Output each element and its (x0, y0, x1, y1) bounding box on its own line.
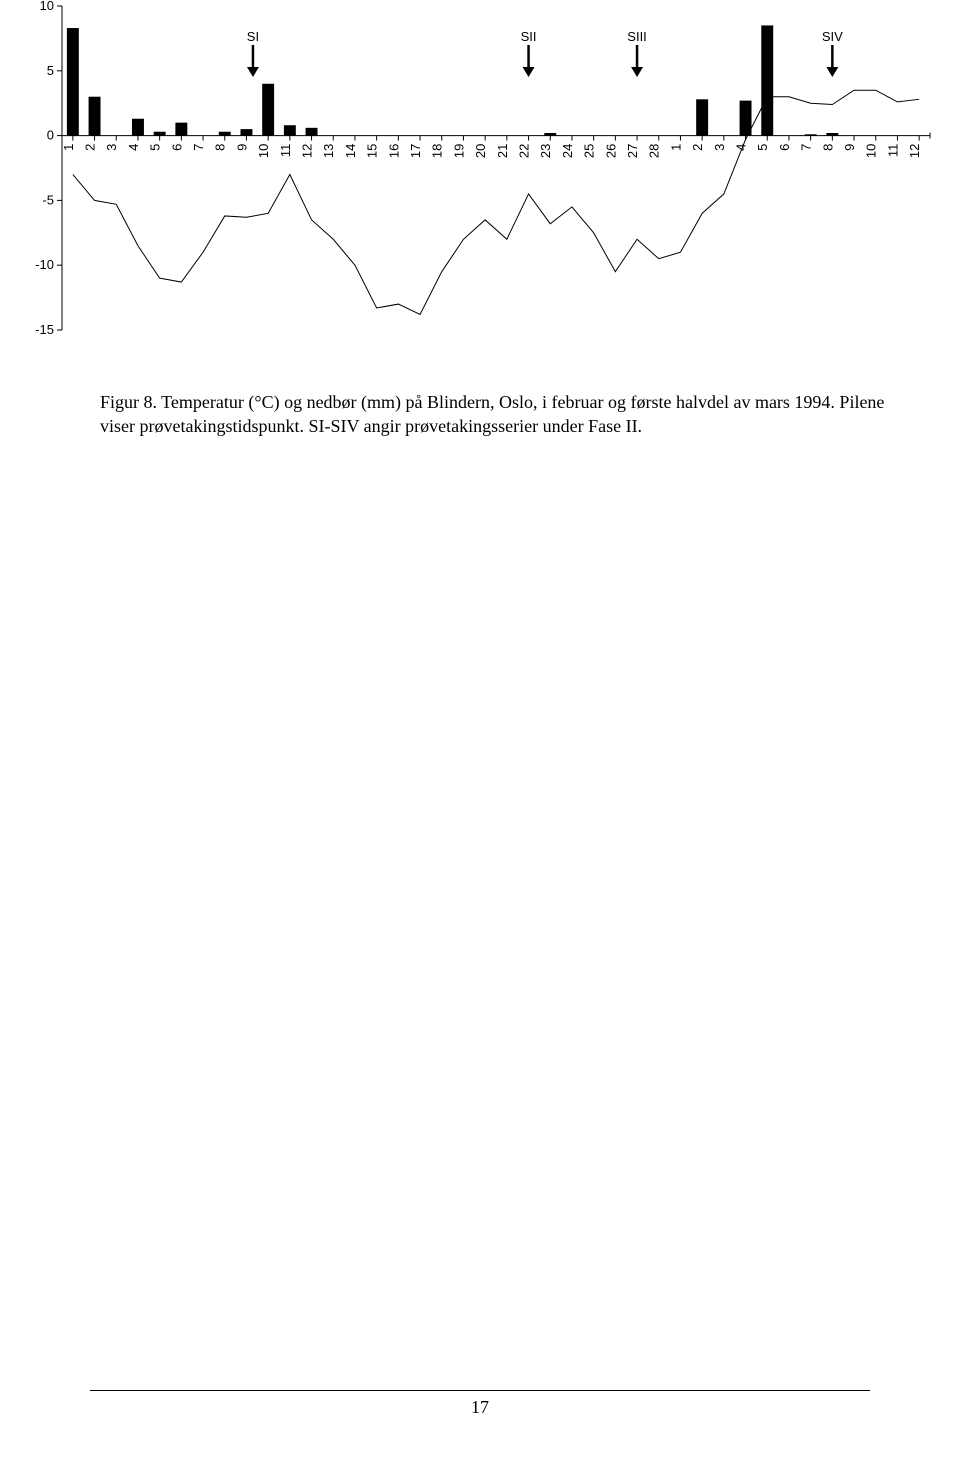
svg-text:11: 11 (278, 144, 293, 158)
svg-text:SIII: SIII (627, 29, 647, 44)
svg-text:12: 12 (300, 144, 315, 158)
svg-text:17: 17 (408, 144, 423, 158)
svg-text:5: 5 (148, 144, 163, 151)
svg-text:1: 1 (668, 144, 683, 151)
svg-text:6: 6 (777, 144, 792, 151)
svg-text:24: 24 (560, 144, 575, 158)
svg-text:-15: -15 (35, 322, 54, 337)
svg-text:6: 6 (169, 144, 184, 151)
svg-text:10: 10 (864, 144, 879, 158)
svg-text:SII: SII (521, 29, 537, 44)
chart-figure-8: -15-10-505101234567891011121314151617181… (20, 0, 940, 370)
svg-text:0: 0 (47, 128, 54, 143)
svg-text:-10: -10 (35, 257, 54, 272)
svg-text:2: 2 (83, 144, 98, 151)
page-number: 17 (90, 1390, 870, 1418)
svg-text:4: 4 (126, 144, 141, 151)
svg-text:2: 2 (690, 144, 705, 151)
svg-text:1: 1 (61, 144, 76, 151)
svg-text:27: 27 (625, 144, 640, 158)
svg-text:25: 25 (582, 144, 597, 158)
svg-text:3: 3 (712, 144, 727, 151)
svg-text:26: 26 (603, 144, 618, 158)
svg-text:19: 19 (451, 144, 466, 158)
svg-text:9: 9 (842, 144, 857, 151)
svg-text:12: 12 (907, 144, 922, 158)
svg-text:5: 5 (47, 63, 54, 78)
svg-text:9: 9 (234, 144, 249, 151)
svg-text:SIV: SIV (822, 29, 843, 44)
svg-text:21: 21 (495, 144, 510, 158)
svg-text:-5: -5 (42, 192, 54, 207)
svg-text:10: 10 (40, 0, 54, 13)
figure-caption: Figur 8. Temperatur (°C) og nedbør (mm) … (100, 390, 900, 439)
svg-text:14: 14 (343, 144, 358, 158)
svg-text:3: 3 (104, 144, 119, 151)
svg-text:23: 23 (538, 144, 553, 158)
svg-text:11: 11 (885, 144, 900, 158)
svg-text:13: 13 (321, 144, 336, 158)
svg-text:18: 18 (430, 144, 445, 158)
svg-text:20: 20 (473, 144, 488, 158)
svg-text:22: 22 (517, 144, 532, 158)
svg-text:7: 7 (799, 144, 814, 151)
svg-text:10: 10 (256, 144, 271, 158)
svg-text:28: 28 (647, 144, 662, 158)
svg-text:8: 8 (213, 144, 228, 151)
svg-text:SI: SI (247, 29, 259, 44)
svg-text:7: 7 (191, 144, 206, 151)
svg-text:8: 8 (820, 144, 835, 151)
svg-text:16: 16 (386, 144, 401, 158)
svg-text:5: 5 (755, 144, 770, 151)
svg-text:15: 15 (365, 144, 380, 158)
